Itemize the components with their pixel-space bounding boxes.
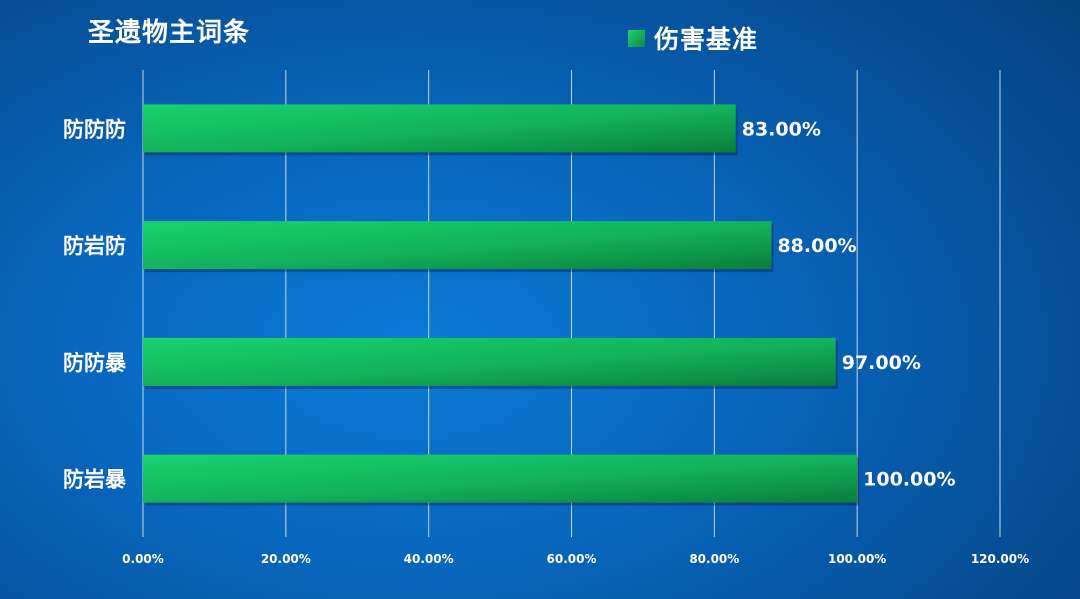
category-label: 防防防 (63, 117, 126, 141)
data-label: 100.00% (863, 469, 955, 491)
bar (143, 221, 772, 270)
x-tick-label: 40.00% (404, 552, 454, 566)
chart-title: 圣遗物主词条 (88, 18, 251, 48)
bar (143, 104, 736, 153)
data-label: 83.00% (742, 118, 821, 140)
x-tick-label: 100.00% (828, 552, 886, 566)
x-tick-label: 60.00% (547, 552, 597, 566)
x-tick-label: 80.00% (689, 552, 739, 566)
data-label: 97.00% (842, 352, 921, 374)
x-tick-label: 0.00% (122, 552, 164, 566)
category-label: 防防暴 (63, 351, 127, 375)
category-label: 防岩暴 (63, 468, 127, 492)
x-tick-label: 20.00% (261, 552, 311, 566)
legend-swatch (628, 29, 645, 47)
bar (143, 454, 858, 503)
data-label: 88.00% (777, 235, 856, 257)
bar (143, 337, 836, 386)
category-label: 防岩防 (63, 234, 126, 258)
legend: 伤害基准 (628, 20, 758, 56)
x-tick-label: 120.00% (971, 552, 1029, 566)
legend-label: 伤害基准 (654, 25, 759, 54)
